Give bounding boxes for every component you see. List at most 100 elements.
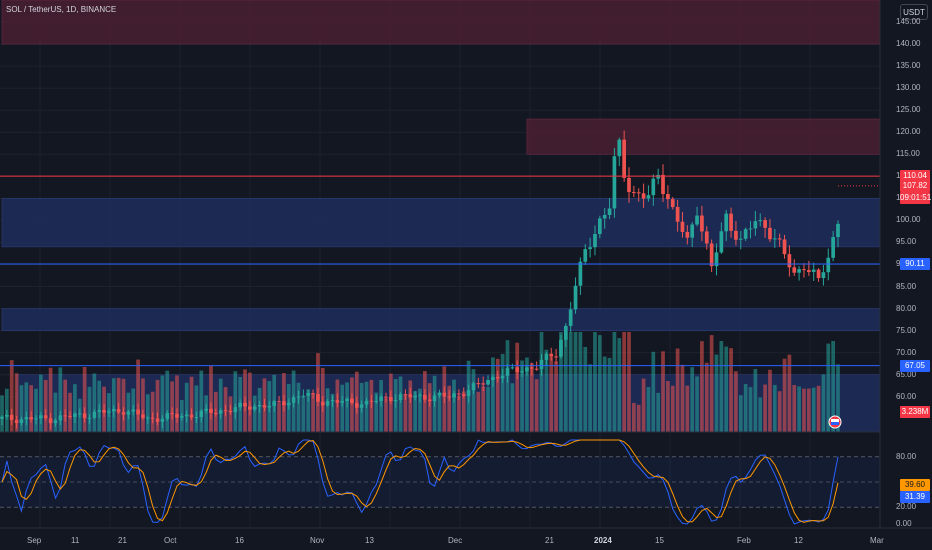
price-tick: 85.00	[896, 281, 917, 291]
volume-bar	[403, 394, 408, 432]
candle-body	[214, 413, 218, 415]
candle-body	[218, 410, 223, 414]
volume-bar	[486, 386, 490, 432]
volume-bar	[525, 357, 529, 432]
volume-bar	[53, 392, 58, 432]
volume-bar	[534, 379, 539, 432]
candle-body	[82, 413, 87, 419]
candle-body	[87, 417, 92, 419]
volume-bar	[141, 378, 145, 432]
volume-bar	[384, 398, 388, 432]
volume-bar	[743, 384, 748, 432]
volume-bar	[802, 388, 806, 432]
volume-bar	[544, 349, 549, 432]
volume-bar	[306, 389, 311, 432]
candle-body	[826, 257, 831, 273]
level-badge-upper: 110.04	[900, 170, 930, 183]
time-tick: 21	[545, 536, 554, 545]
volume-bar	[19, 385, 24, 432]
volume-bar	[700, 341, 704, 432]
symbol-title[interactable]: SOL / TetherUS, 1D, BINANCE	[6, 5, 117, 14]
candle-body	[797, 269, 801, 273]
volume-bar	[573, 332, 578, 432]
volume-bar	[170, 381, 174, 432]
volume-bar	[427, 383, 432, 432]
time-tick: 13	[365, 536, 374, 545]
flag-icon[interactable]	[828, 415, 842, 429]
volume-bar	[136, 359, 140, 432]
volume-bar	[325, 388, 330, 432]
volume-bar	[204, 395, 208, 432]
candle-body	[369, 400, 374, 402]
volume-bar	[471, 369, 476, 432]
volume-bar	[311, 393, 315, 432]
volume-bar	[252, 395, 257, 432]
stoch-k-line	[1, 439, 839, 525]
candle-body	[806, 270, 811, 272]
candle-body	[39, 415, 43, 419]
volume-bar	[816, 385, 821, 432]
candle-body	[423, 394, 427, 400]
candle-body	[544, 353, 549, 360]
candle-body	[617, 139, 622, 157]
volume-bar	[836, 364, 840, 432]
volume-bar	[510, 383, 515, 432]
currency-button[interactable]: USDT	[900, 4, 928, 20]
volume-bar	[651, 351, 656, 432]
candle-body	[204, 408, 208, 411]
candle-body	[53, 420, 58, 424]
volume-bar	[63, 379, 68, 432]
candle-body	[189, 414, 194, 418]
candle-body	[656, 174, 661, 179]
price-tick: 115.00	[896, 149, 920, 159]
candle-body	[675, 207, 680, 222]
price-tick: 75.00	[896, 325, 917, 335]
candle-body	[345, 398, 349, 402]
time-tick: Dec	[448, 536, 463, 545]
price-tick: 130.00	[896, 83, 921, 93]
volume-bar	[184, 382, 189, 432]
stoch-d-badge: 31.39	[900, 491, 930, 503]
candle-body	[612, 156, 617, 209]
volume-bar	[656, 392, 661, 432]
candle-body	[267, 405, 272, 408]
volume-bar	[826, 343, 831, 432]
candle-body	[782, 239, 787, 255]
volume-bar	[58, 367, 63, 432]
volume-bar	[602, 356, 607, 432]
level-badge-mid: 90.11	[900, 258, 930, 270]
candle-body	[131, 409, 136, 412]
time-tick: 16	[235, 536, 244, 545]
volume-bar	[301, 396, 306, 432]
price-tick: 120.00	[896, 127, 921, 137]
candles	[0, 130, 840, 430]
last-price-badge: 107.82	[900, 179, 930, 192]
volume-bar	[0, 395, 4, 432]
candle-body	[320, 401, 325, 406]
candle-body	[19, 419, 24, 424]
candle-body	[758, 220, 763, 222]
price-tick: 140.00	[896, 39, 921, 49]
candle-body	[700, 215, 704, 232]
volume-bar	[588, 364, 592, 432]
candle-body	[24, 417, 29, 420]
candle-body	[466, 390, 471, 397]
volume-bar	[632, 402, 636, 432]
candle-body	[787, 254, 792, 268]
candle-body	[306, 393, 311, 396]
candle-body	[63, 415, 68, 417]
time-tick: 2024	[594, 536, 612, 545]
candle-body	[199, 410, 204, 418]
volume-bar	[24, 382, 29, 432]
candle-body	[48, 418, 53, 424]
price-tick: 145.00	[896, 17, 921, 27]
candle-body	[719, 231, 724, 253]
candle-body	[116, 409, 121, 413]
candle-body	[291, 397, 296, 403]
candle-body	[525, 367, 529, 372]
volume-bar	[748, 387, 753, 432]
candle-body	[768, 227, 772, 240]
candle-body	[554, 356, 558, 358]
stoch-k-badge: 39.60	[900, 479, 930, 491]
